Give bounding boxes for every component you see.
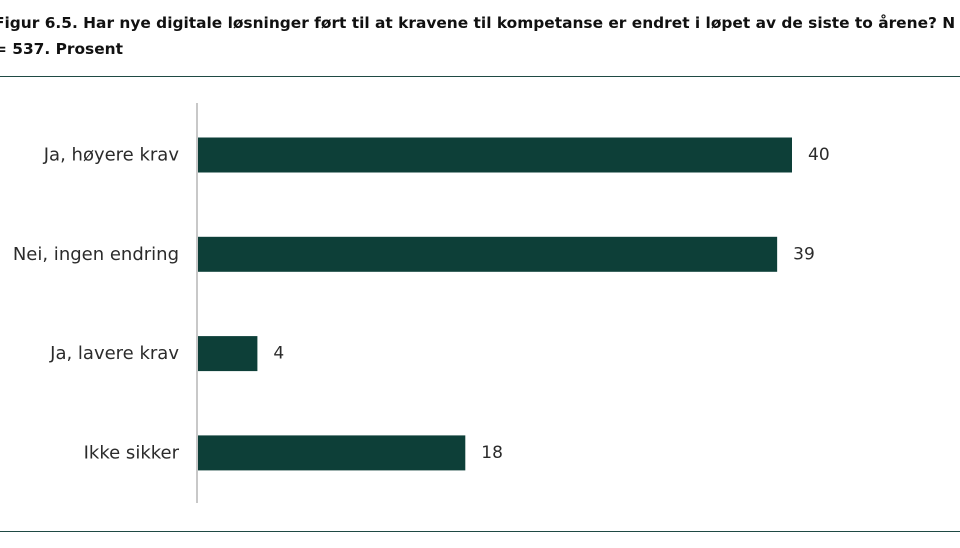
bottom-rule bbox=[0, 531, 960, 532]
chart-title: Figur 6.5. Har nye digitale løsninger fø… bbox=[0, 14, 956, 58]
bar bbox=[198, 336, 258, 372]
category-label: Ja, lavere krav bbox=[49, 343, 179, 364]
value-label: 18 bbox=[481, 443, 503, 463]
value-label: 40 bbox=[808, 145, 830, 165]
value-label: 39 bbox=[793, 244, 815, 264]
value-label: 4 bbox=[273, 344, 284, 364]
category-label: Ja, høyere krav bbox=[43, 145, 180, 166]
category-label: Nei, ingen endring bbox=[13, 244, 179, 265]
bar-group: Ja, høyere krav 40 Nei, ingen endring 39 Ja,… bbox=[13, 137, 830, 471]
top-rule bbox=[0, 76, 960, 77]
bar bbox=[198, 435, 466, 471]
bar bbox=[198, 137, 792, 173]
bar bbox=[198, 236, 778, 272]
category-label: Ikke sikker bbox=[84, 442, 180, 463]
